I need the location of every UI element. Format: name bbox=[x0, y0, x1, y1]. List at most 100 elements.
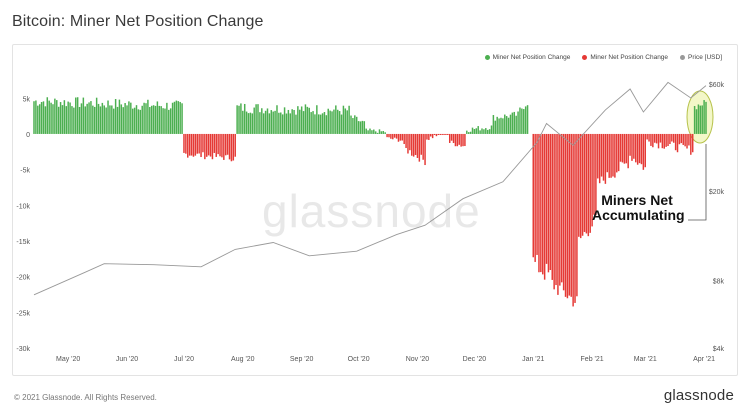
bar-positive bbox=[105, 107, 107, 134]
bar-positive bbox=[154, 105, 157, 134]
bar-positive bbox=[308, 107, 310, 134]
bar-positive bbox=[168, 109, 170, 134]
y-tick-left: 0 bbox=[26, 132, 30, 139]
bar-negative bbox=[215, 133, 217, 157]
bar-positive bbox=[253, 107, 255, 134]
bar-positive bbox=[238, 105, 240, 134]
bar-positive bbox=[35, 100, 37, 134]
bar-negative bbox=[663, 133, 665, 149]
bar-positive bbox=[278, 112, 280, 134]
bar-positive bbox=[380, 131, 383, 134]
bar-positive bbox=[52, 104, 54, 134]
bar-positive bbox=[374, 131, 377, 134]
bar-positive bbox=[145, 103, 147, 134]
bar-positive bbox=[255, 104, 257, 134]
bar-negative bbox=[678, 133, 681, 145]
bar-positive bbox=[289, 113, 292, 134]
bar-negative bbox=[426, 133, 428, 140]
bar-positive bbox=[496, 116, 498, 134]
bar-positive bbox=[365, 128, 367, 134]
footer-brand-logo[interactable]: glassnode bbox=[663, 387, 734, 404]
bar-negative bbox=[532, 133, 534, 258]
bar-negative bbox=[388, 133, 390, 138]
legend-item-negative[interactable]: Miner Net Position Change bbox=[582, 54, 668, 61]
bar-positive bbox=[69, 102, 71, 134]
bar-positive bbox=[164, 108, 166, 134]
bar-positive bbox=[61, 105, 64, 134]
bar-positive bbox=[101, 102, 104, 134]
x-tick: Oct '20 bbox=[348, 356, 370, 363]
bar-positive bbox=[143, 102, 145, 134]
bar-positive bbox=[37, 105, 39, 134]
bar-positive bbox=[517, 111, 519, 134]
bar-negative bbox=[428, 133, 430, 140]
bar-negative bbox=[674, 133, 677, 151]
bar-negative bbox=[405, 133, 407, 149]
bar-negative bbox=[619, 133, 622, 162]
bar-positive bbox=[156, 101, 159, 134]
bar-positive bbox=[243, 103, 246, 134]
bar-positive bbox=[342, 105, 345, 134]
bar-positive bbox=[327, 108, 329, 134]
bar-negative bbox=[395, 133, 398, 139]
bar-negative bbox=[600, 133, 603, 177]
bar-positive bbox=[280, 112, 282, 134]
bar-positive bbox=[384, 132, 386, 134]
legend-item-positive[interactable]: Miner Net Position Change bbox=[484, 54, 570, 61]
bar-negative bbox=[452, 133, 455, 144]
bar-negative bbox=[684, 133, 686, 147]
bar-negative bbox=[399, 133, 402, 141]
bar-positive bbox=[84, 106, 86, 134]
bar-positive bbox=[521, 108, 523, 134]
y-tick-left: -30k bbox=[16, 346, 30, 353]
legend-dot-price bbox=[680, 55, 686, 60]
x-tick: Aug '20 bbox=[231, 356, 255, 363]
bar-positive bbox=[488, 129, 491, 134]
bar-negative bbox=[576, 133, 578, 297]
bar-negative bbox=[196, 133, 198, 154]
legend-item-price[interactable]: Price [USD] bbox=[680, 54, 722, 61]
bar-negative bbox=[420, 133, 422, 155]
bar-positive bbox=[137, 109, 140, 134]
bar-positive bbox=[695, 109, 698, 134]
bar-positive bbox=[160, 106, 162, 134]
bar-positive bbox=[179, 101, 181, 134]
bar-negative bbox=[392, 133, 394, 140]
bar-positive bbox=[697, 104, 700, 134]
bar-negative bbox=[682, 133, 684, 145]
bar-positive bbox=[173, 101, 176, 134]
bar-positive bbox=[323, 112, 326, 134]
bar-positive bbox=[321, 113, 324, 134]
bar-negative bbox=[219, 133, 221, 157]
bar-positive bbox=[336, 109, 339, 134]
chart-panel bbox=[12, 44, 738, 376]
bar-positive bbox=[485, 128, 487, 134]
bar-negative bbox=[540, 133, 542, 273]
bar-positive bbox=[95, 97, 98, 134]
bar-negative bbox=[187, 133, 189, 158]
bar-positive bbox=[302, 111, 305, 134]
bar-negative bbox=[598, 133, 601, 184]
bar-negative bbox=[443, 133, 445, 136]
bar-negative bbox=[562, 133, 565, 291]
bar-negative bbox=[412, 133, 415, 157]
bar-positive bbox=[242, 110, 244, 134]
bar-negative bbox=[691, 133, 694, 153]
bar-negative bbox=[211, 133, 214, 160]
x-tick: Sep '20 bbox=[290, 356, 314, 363]
bar-negative bbox=[226, 133, 229, 155]
bar-negative bbox=[667, 133, 669, 147]
bar-positive bbox=[251, 113, 254, 134]
bar-negative bbox=[585, 133, 588, 234]
bar-negative bbox=[581, 133, 584, 236]
bar-negative bbox=[593, 133, 595, 215]
bar-negative bbox=[430, 133, 432, 137]
bar-negative bbox=[625, 133, 628, 164]
bar-negative bbox=[435, 133, 438, 137]
bar-negative bbox=[589, 133, 591, 233]
bar-positive bbox=[274, 110, 276, 134]
bar-positive bbox=[367, 130, 369, 134]
bar-negative bbox=[676, 133, 679, 153]
bar-positive bbox=[270, 110, 273, 134]
